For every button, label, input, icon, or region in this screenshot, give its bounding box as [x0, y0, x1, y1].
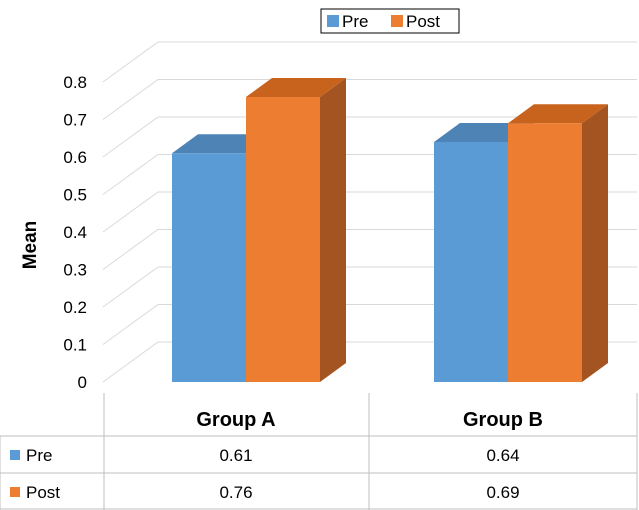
bar-front-face [246, 97, 320, 382]
gridline [102, 79, 637, 120]
legend-swatch-post [391, 15, 403, 27]
y-tick-label: 0.4 [63, 223, 87, 242]
category-label-group-a: Group A [196, 409, 275, 431]
bar-post-group-a [246, 78, 346, 382]
legend-label-post: Post [406, 12, 440, 31]
bar-side-face [320, 78, 346, 382]
bar-front-face [508, 123, 582, 382]
bars [172, 78, 608, 382]
y-axis: 0 0.1 0.2 0.3 0.4 0.5 0.6 0.7 0.8 [63, 73, 87, 392]
table-row-label-post: Post [26, 483, 60, 502]
legend-label-pre: Pre [342, 12, 368, 31]
legend: Pre Post [320, 8, 460, 34]
gridlines [102, 41, 637, 383]
y-tick-label: 0.8 [63, 73, 87, 92]
bar-front-face [434, 142, 508, 382]
bar-front-face [172, 153, 246, 382]
table-swatch-pre [10, 450, 20, 460]
bar-top-face [508, 104, 608, 124]
gridline [102, 41, 637, 83]
category-label-group-b: Group B [463, 409, 543, 431]
bar-side-face [582, 104, 608, 382]
data-table: Group A Group B Pre 0.61 0.64 Post 0.76 … [0, 393, 638, 510]
y-tick-label: 0.3 [63, 261, 87, 280]
table-cell-post-group-b: 0.69 [486, 483, 519, 502]
table-cell-post-group-a: 0.76 [219, 483, 252, 502]
gridline [102, 116, 637, 158]
y-tick-label: 0.2 [63, 298, 87, 317]
table-row-label-pre: Pre [26, 446, 52, 465]
y-tick-label: 0.6 [63, 148, 87, 167]
table-cell-pre-group-a: 0.61 [219, 446, 252, 465]
bar-post-group-b [508, 104, 608, 382]
table-cell-pre-group-b: 0.64 [486, 446, 519, 465]
bar-top-face [246, 78, 346, 97]
y-tick-label: 0.7 [63, 111, 87, 130]
table-swatch-post [10, 487, 20, 497]
y-tick-label: 0.5 [63, 186, 87, 205]
y-axis-label: Mean [20, 221, 41, 270]
y-tick-label: 0 [78, 373, 87, 392]
legend-box [320, 8, 460, 34]
y-tick-label: 0.1 [63, 336, 87, 355]
legend-swatch-pre [327, 15, 339, 27]
